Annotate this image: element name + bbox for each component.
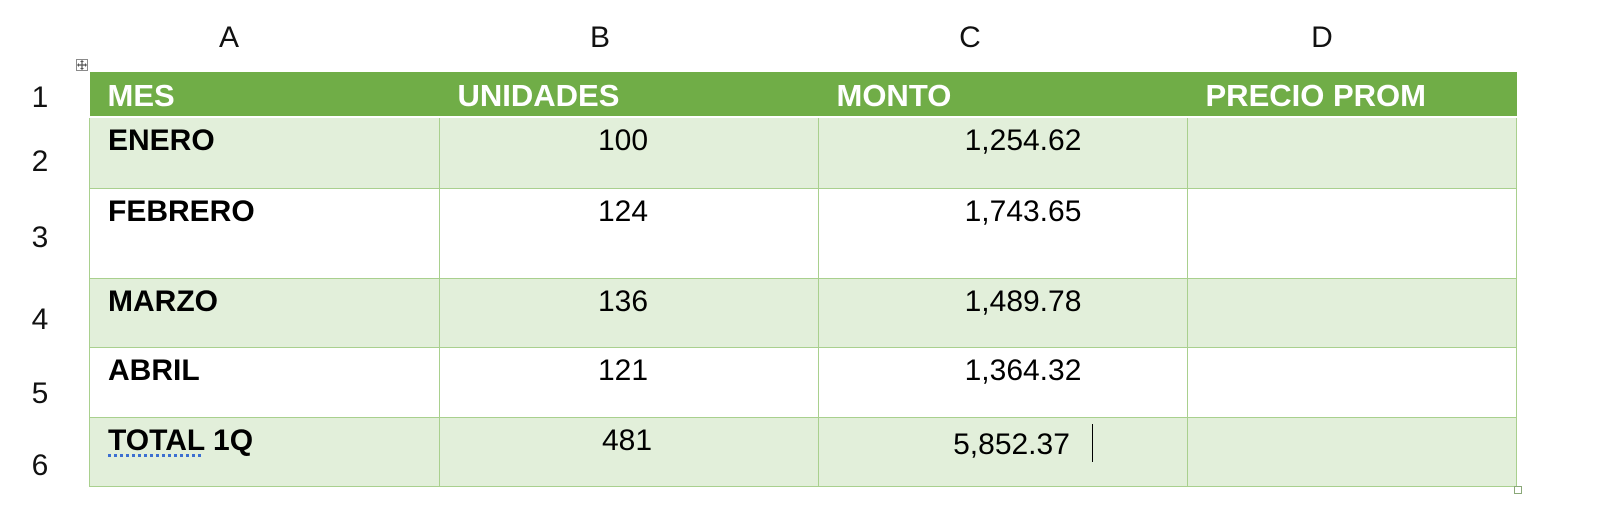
cell-precio-prom[interactable] xyxy=(1187,277,1517,348)
column-letter-d: D xyxy=(1311,21,1333,54)
move-icon[interactable] xyxy=(76,59,88,71)
cell-monto-value: 1,489.78 xyxy=(964,284,1082,318)
row-number-6: 6 xyxy=(31,449,49,482)
row-number-5: 5 xyxy=(31,377,49,410)
header-mes[interactable]: MES xyxy=(89,72,440,118)
resize-icon[interactable] xyxy=(1514,486,1522,494)
cell-precio-prom[interactable] xyxy=(1187,346,1517,418)
total-label-word: TOTAL xyxy=(108,423,205,457)
cell-total-unidades[interactable]: 481 xyxy=(439,416,819,487)
cell-unidades[interactable]: 100 xyxy=(439,116,819,189)
row-number-3: 3 xyxy=(31,221,49,254)
cell-total-monto[interactable]: 5,852.37 xyxy=(818,416,1188,487)
cell-precio-prom[interactable] xyxy=(1187,116,1517,189)
cell-unidades-value: 121 xyxy=(597,353,649,387)
cell-unidades[interactable]: 121 xyxy=(439,346,819,418)
cell-monto[interactable]: 1,743.65 xyxy=(818,187,1188,279)
cell-monto-value: 1,364.32 xyxy=(964,353,1082,387)
data-table: MES UNIDADES MONTO PRECIO PROM ENERO 100… xyxy=(89,72,1517,487)
cell-mes[interactable]: ABRIL xyxy=(89,346,440,418)
cell-monto-value: 1,254.62 xyxy=(964,124,1082,157)
row-number-2: 2 xyxy=(31,145,49,178)
cell-monto-value: 1,743.65 xyxy=(964,194,1082,228)
table-row: MARZO 136 1,489.78 xyxy=(89,277,1517,348)
cell-unidades-value: 100 xyxy=(597,124,649,157)
header-monto[interactable]: MONTO xyxy=(818,72,1188,118)
row-number-1: 1 xyxy=(31,81,49,114)
cell-unidades-value: 124 xyxy=(597,194,649,228)
table-row: FEBRERO 124 1,743.65 xyxy=(89,187,1517,279)
column-letter-c: C xyxy=(959,21,981,54)
cell-mes[interactable]: MARZO xyxy=(89,277,440,348)
header-unidades[interactable]: UNIDADES xyxy=(439,72,819,118)
cell-mes[interactable]: ENERO xyxy=(89,116,440,189)
cell-unidades[interactable]: 124 xyxy=(439,187,819,279)
column-letter-a: A xyxy=(218,21,239,54)
header-row: MES UNIDADES MONTO PRECIO PROM xyxy=(89,72,1517,118)
table-row: ENERO 100 1,254.62 xyxy=(89,116,1517,189)
cell-total-precio-prom[interactable] xyxy=(1187,416,1517,487)
cell-unidades[interactable]: 136 xyxy=(439,277,819,348)
cell-total-unidades-value: 481 xyxy=(601,423,653,457)
column-letter-b: B xyxy=(589,21,610,54)
cell-monto[interactable]: 1,489.78 xyxy=(818,277,1188,348)
cell-monto[interactable]: 1,364.32 xyxy=(818,346,1188,418)
cell-total-label[interactable]: TOTAL 1Q xyxy=(89,416,440,487)
total-label-suffix: 1Q xyxy=(204,423,254,457)
header-precio-prom[interactable]: PRECIO PROM xyxy=(1187,72,1517,118)
text-cursor xyxy=(1091,423,1093,462)
table-row: ABRIL 121 1,364.32 xyxy=(89,346,1517,418)
cell-monto[interactable]: 1,254.62 xyxy=(818,116,1188,189)
move-arrows-icon xyxy=(77,60,87,70)
cell-unidades-value: 136 xyxy=(597,284,649,318)
row-number-4: 4 xyxy=(31,303,49,336)
cell-total-monto-value: 5,852.37 xyxy=(953,427,1070,461)
cell-mes[interactable]: FEBRERO xyxy=(89,187,440,279)
cell-precio-prom[interactable] xyxy=(1187,187,1517,279)
total-row: TOTAL 1Q 481 5,852.37 xyxy=(89,416,1517,487)
